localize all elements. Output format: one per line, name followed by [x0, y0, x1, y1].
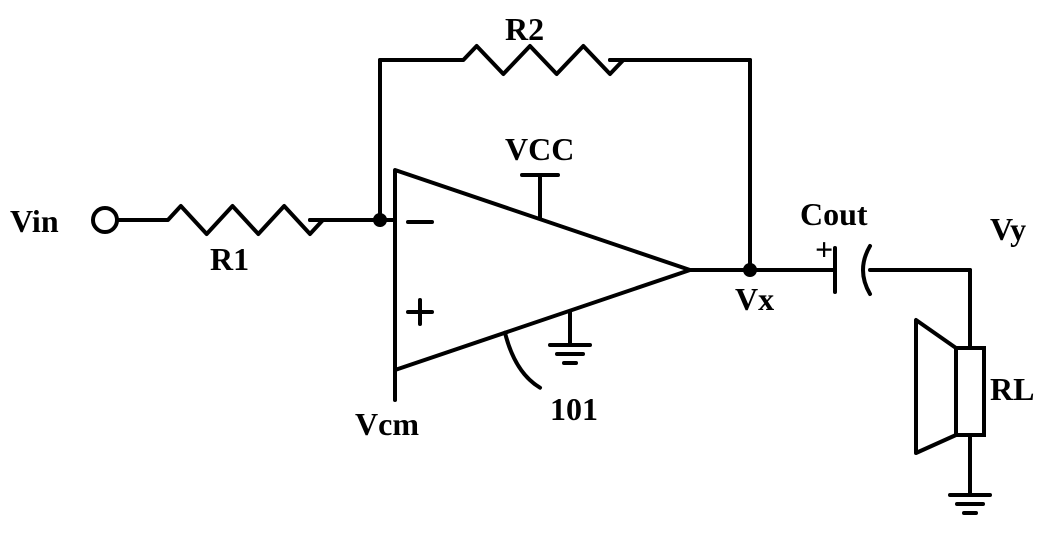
label-R1: R1 — [210, 241, 249, 277]
label-VCC: VCC — [505, 131, 574, 167]
label-Vcm: Vcm — [355, 406, 419, 442]
label-Cout: Cout — [800, 196, 868, 232]
label-plus_cap: + — [815, 231, 833, 267]
component-layer — [93, 46, 990, 513]
label-Vy: Vy — [990, 211, 1026, 247]
label-R2: R2 — [505, 11, 544, 47]
label-Vx: Vx — [735, 281, 774, 317]
circuit-schematic: Vin R1 R2 VCC Vcm 101 Vx Cout+ Vy RL — [0, 0, 1062, 537]
label-Vin: Vin — [10, 203, 59, 239]
label-RL: RL — [990, 371, 1034, 407]
label-ref101: 101 — [550, 391, 598, 427]
